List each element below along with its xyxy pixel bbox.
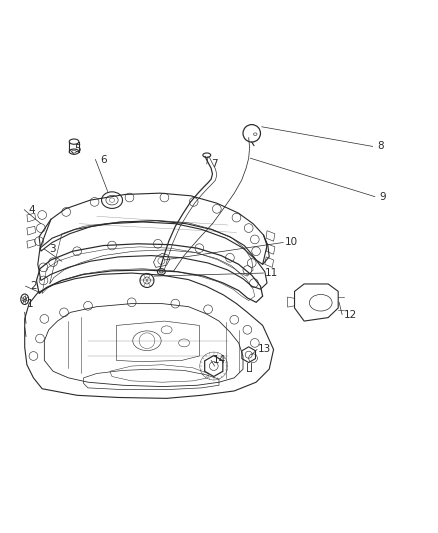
Text: 9: 9 [379, 192, 386, 201]
Text: 6: 6 [100, 155, 106, 165]
Text: 2: 2 [30, 281, 37, 291]
Text: 8: 8 [377, 141, 384, 151]
Text: 12: 12 [343, 310, 357, 319]
Text: 11: 11 [265, 268, 278, 278]
Text: 3: 3 [49, 244, 56, 254]
Text: 4: 4 [29, 205, 35, 215]
Text: 13: 13 [258, 344, 272, 354]
Text: 10: 10 [284, 238, 297, 247]
Text: 14: 14 [212, 356, 226, 365]
Text: 1: 1 [27, 298, 34, 309]
Text: 7: 7 [211, 159, 218, 169]
Text: 5: 5 [74, 143, 81, 154]
